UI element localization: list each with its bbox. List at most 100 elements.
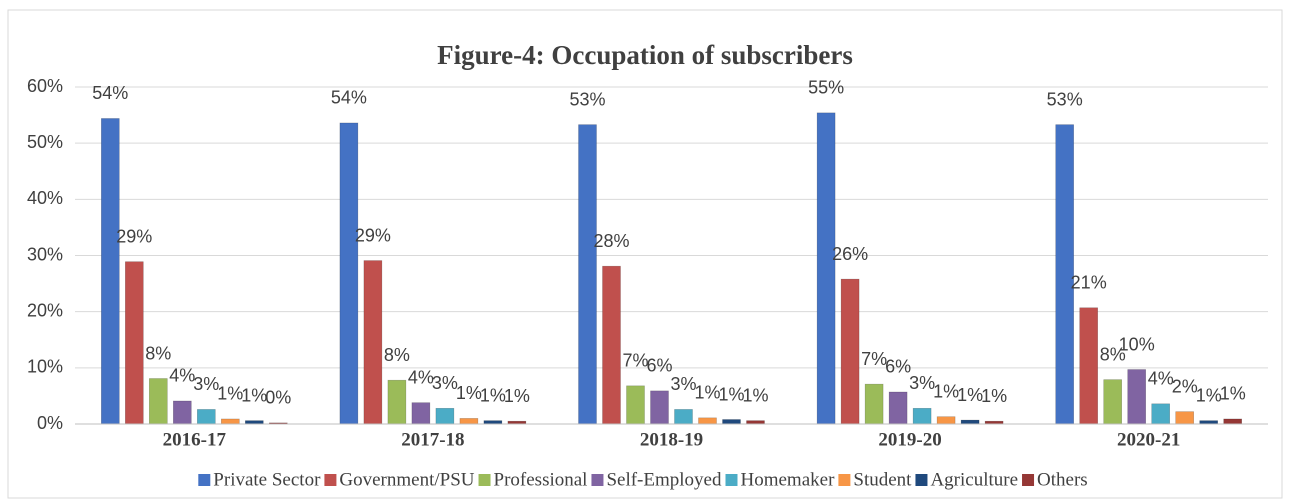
legend-swatch	[915, 474, 928, 486]
data-label: 53%	[1047, 89, 1083, 109]
data-label: 3%	[670, 374, 696, 394]
bar	[960, 419, 980, 425]
bar	[746, 420, 765, 425]
legend-swatch	[478, 474, 491, 486]
bar	[435, 407, 455, 425]
legend-label: Others	[1037, 469, 1088, 490]
x-tick-label: 2016-17	[163, 429, 227, 450]
data-label: 1%	[1196, 385, 1222, 405]
bar	[387, 379, 407, 425]
bar	[339, 122, 359, 425]
y-tick-label: 60%	[27, 76, 63, 96]
bar	[864, 383, 884, 425]
bar	[149, 378, 168, 425]
x-tick-label: 2019-20	[878, 429, 941, 450]
legend-swatch	[838, 474, 851, 486]
data-label: 54%	[331, 88, 367, 108]
legend-swatch	[591, 474, 604, 486]
y-tick-label: 50%	[27, 132, 63, 152]
data-label: 1%	[981, 386, 1007, 406]
bar	[411, 402, 431, 425]
data-label: 1%	[1220, 384, 1246, 404]
data-label: 28%	[593, 231, 629, 251]
data-label: 1%	[217, 384, 243, 404]
y-tick-label: 40%	[27, 188, 63, 208]
data-label: 1%	[694, 383, 720, 403]
legend-label: Self-Employed	[606, 469, 722, 490]
legend-swatch	[1022, 474, 1035, 486]
legend-label: Student	[853, 469, 912, 490]
data-label: 4%	[169, 366, 195, 386]
legend-label: Professional	[494, 469, 588, 490]
legend-swatch	[324, 474, 337, 486]
bar	[125, 261, 144, 425]
bar	[912, 407, 932, 425]
x-tick-label: 2018-19	[640, 429, 703, 450]
data-label: 1%	[241, 385, 267, 405]
data-label: 3%	[909, 373, 935, 393]
bar	[816, 112, 836, 425]
data-label: 7%	[622, 351, 648, 371]
bar	[626, 385, 645, 425]
data-label: 1%	[957, 385, 983, 405]
y-tick-label: 30%	[27, 244, 63, 264]
data-label: 4%	[408, 367, 434, 387]
bar	[173, 400, 192, 425]
data-label: 53%	[569, 89, 605, 109]
bar	[1199, 420, 1218, 425]
bar	[1175, 411, 1194, 425]
data-label: 2%	[1172, 376, 1198, 396]
data-label: 6%	[646, 356, 672, 376]
bar	[698, 417, 717, 425]
y-tick-label: 20%	[27, 300, 63, 320]
bar	[1079, 307, 1098, 425]
bar	[1103, 379, 1122, 425]
data-label: 54%	[92, 83, 128, 103]
data-label: 1%	[742, 385, 768, 405]
data-label: 1%	[504, 386, 530, 406]
data-label: 21%	[1071, 272, 1107, 292]
data-label: 29%	[355, 225, 391, 245]
bar	[221, 418, 240, 425]
bar	[101, 118, 120, 425]
data-label: 1%	[456, 383, 482, 403]
chart-title: Figure-4: Occupation of subscribers	[437, 40, 853, 70]
bar	[650, 390, 669, 425]
bar	[483, 420, 503, 425]
legend-label: Government/PSU	[339, 469, 474, 490]
y-tick-label: 10%	[27, 357, 63, 377]
data-label: 1%	[480, 385, 506, 405]
legend-label: Agriculture	[930, 469, 1018, 490]
y-tick-label: 0%	[37, 413, 63, 433]
data-label: 3%	[432, 373, 458, 393]
x-tick-label: 2017-18	[401, 429, 464, 450]
data-label: 4%	[1148, 369, 1174, 389]
bar	[888, 391, 908, 425]
bar	[578, 124, 597, 425]
data-label: 7%	[861, 349, 887, 369]
bar	[674, 409, 693, 425]
data-label: 6%	[885, 357, 911, 377]
data-label: 55%	[808, 78, 844, 98]
legend-swatch	[725, 474, 738, 486]
bar	[197, 409, 216, 425]
data-label: 1%	[718, 384, 744, 404]
bar	[840, 278, 860, 425]
bar	[1223, 418, 1242, 425]
bar	[602, 265, 621, 425]
bar	[459, 418, 479, 425]
bar	[722, 419, 741, 425]
data-label: 8%	[384, 345, 410, 365]
legend-label: Private Sector	[213, 469, 321, 490]
data-label: 10%	[1119, 334, 1155, 354]
x-tick-label: 2020-21	[1117, 429, 1180, 450]
chart-border	[7, 9, 1283, 499]
data-label: 8%	[1100, 344, 1126, 364]
data-label: 8%	[145, 343, 171, 363]
bar	[245, 420, 264, 425]
data-label: 3%	[193, 374, 219, 394]
data-label: 29%	[116, 226, 152, 246]
data-label: 0%	[265, 388, 291, 408]
bar	[1127, 369, 1146, 425]
